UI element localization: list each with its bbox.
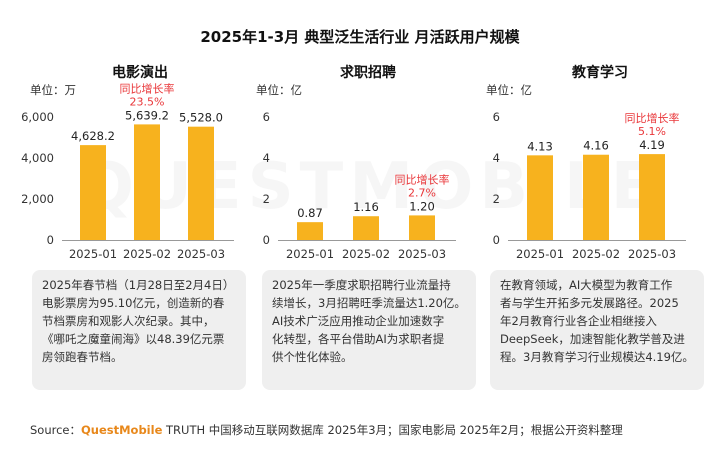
y-tick-label: 2 — [263, 192, 270, 206]
note-line: 在教育领域，AI大模型为教育工作 — [500, 278, 673, 292]
page-title: 2025年1-3月 典型泛生活行业 月活跃用户规模 — [200, 28, 520, 46]
note-line: 节档票房和观影人次纪录。其中， — [42, 314, 215, 328]
growth-value: 23.5% — [130, 95, 165, 108]
y-tick-label: 0 — [263, 233, 270, 247]
data-label: 4.13 — [527, 139, 553, 153]
note-line: AI技术广泛应用推动企业加速数字 — [272, 314, 445, 328]
growth-value: 5.1% — [638, 125, 666, 138]
note-line: 2025年春节档（1月28日至2月4日） — [42, 278, 235, 292]
note-line: 程。3月教育学习行业规模达4.19亿。 — [500, 350, 694, 364]
data-label: 4.19 — [639, 138, 665, 152]
note-line: 供个性化体验。 — [272, 350, 353, 364]
y-tick-label: 0 — [47, 233, 54, 247]
note-line: 2025年一季度求职招聘行业流量持 — [272, 278, 451, 292]
x-tick-label: 2025-01 — [286, 247, 334, 261]
note-box-job: 2025年一季度求职招聘行业流量持 续增长，3月招聘旺季流量达1.20亿。 AI… — [262, 270, 476, 390]
unit-label: 单位：万 — [30, 83, 76, 97]
data-label: 1.16 — [353, 200, 379, 214]
note-line: 年2月教育行业各企业相继接入 — [500, 314, 657, 328]
x-tick-label: 2025-02 — [572, 247, 620, 261]
data-label: 4,628.2 — [71, 129, 115, 143]
x-tick-label: 2025-01 — [69, 247, 117, 261]
source-line: Source：QuestMobile TRUTH 中国移动互联网数据库 2025… — [30, 422, 623, 438]
unit-label: 单位：亿 — [486, 83, 532, 97]
chart-movie: 单位：万 0 2,000 4,000 6,000 4,628.2 2025-01 5,639.… — [21, 81, 234, 261]
growth-label: 同比增长率 — [395, 172, 450, 186]
y-tick-label: 4 — [493, 151, 500, 165]
bar — [353, 216, 379, 240]
source-brand: QuestMobile — [81, 423, 163, 437]
data-label: 4.16 — [583, 139, 609, 153]
y-tick-label: 4 — [263, 151, 270, 165]
panel-title-job: 求职招聘 — [340, 65, 396, 81]
note-box-education: 在教育领域，AI大模型为教育工作 者与学生开拓多元发展路径。2025 年2月教育… — [490, 270, 704, 390]
data-label: 5,639.2 — [125, 108, 169, 122]
growth-label: 同比增长率 — [625, 111, 680, 125]
bar — [409, 215, 435, 240]
x-tick-label: 2025-03 — [177, 247, 225, 261]
bar — [134, 124, 160, 240]
bar — [297, 222, 323, 240]
growth-label: 同比增长率 — [120, 81, 175, 95]
data-label: 1.20 — [409, 199, 435, 213]
chart-job: 单位：亿 0 2 4 6 0.87 2025-01 1.16 2025-02 1.20 2025-0… — [256, 83, 456, 261]
bar — [527, 155, 553, 240]
data-label: 5,528.0 — [179, 111, 223, 125]
unit-label: 单位：亿 — [256, 83, 302, 97]
bar — [639, 154, 665, 240]
x-tick-label: 2025-03 — [628, 247, 676, 261]
data-label: 0.87 — [297, 206, 323, 220]
note-line: 房领跑春节档。 — [42, 350, 123, 364]
y-tick-label: 0 — [493, 233, 500, 247]
x-tick-label: 2025-02 — [123, 247, 171, 261]
y-tick-label: 2,000 — [21, 192, 54, 206]
source-prefix: Source： — [30, 423, 81, 437]
y-tick-label: 2 — [493, 192, 500, 206]
y-tick-label: 6 — [263, 110, 270, 124]
panel-title-movie: 电影演出 — [112, 65, 168, 81]
x-tick-label: 2025-01 — [516, 247, 564, 261]
note-line: 《哪吒之魔童闹海》以48.39亿元票 — [42, 332, 225, 346]
note-line: DeepSeek，加速智能化教学普及进 — [500, 332, 685, 346]
y-tick-label: 4,000 — [21, 151, 54, 165]
bar — [80, 145, 106, 240]
chart-education: 单位：亿 0 2 4 6 4.13 2025-01 4.16 2025-02 4.19 2025-0… — [486, 83, 686, 261]
note-line: 化转型，各平台借助AI为求职者提 — [272, 332, 445, 346]
growth-value: 2.7% — [408, 186, 436, 199]
panel-title-education: 教育学习 — [572, 65, 628, 81]
bar — [188, 126, 214, 240]
note-line: 续增长，3月招聘旺季流量达1.20亿。 — [272, 296, 466, 310]
y-tick-label: 6 — [493, 110, 500, 124]
x-tick-label: 2025-03 — [398, 247, 446, 261]
y-tick-label: 6,000 — [21, 110, 54, 124]
note-box-movie: 2025年春节档（1月28日至2月4日） 电影票房为95.10亿元，创造新的春 … — [32, 270, 246, 390]
note-line: 电影票房为95.10亿元，创造新的春 — [42, 296, 225, 310]
note-line: 者与学生开拓多元发展路径。2025 — [500, 296, 679, 310]
bar — [583, 154, 609, 240]
x-tick-label: 2025-02 — [342, 247, 390, 261]
source-text: TRUTH 中国移动互联网数据库 2025年3月；国家电影局 2025年2月；根… — [162, 423, 623, 437]
